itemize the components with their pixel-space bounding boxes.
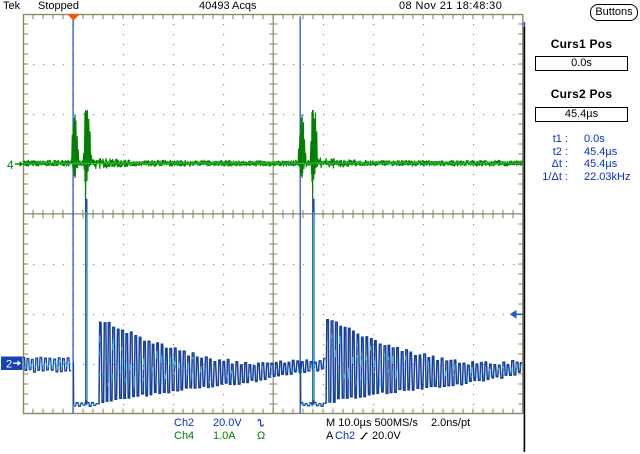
svg-text:2: 2 (6, 359, 12, 371)
svg-text:4: 4 (7, 158, 14, 172)
